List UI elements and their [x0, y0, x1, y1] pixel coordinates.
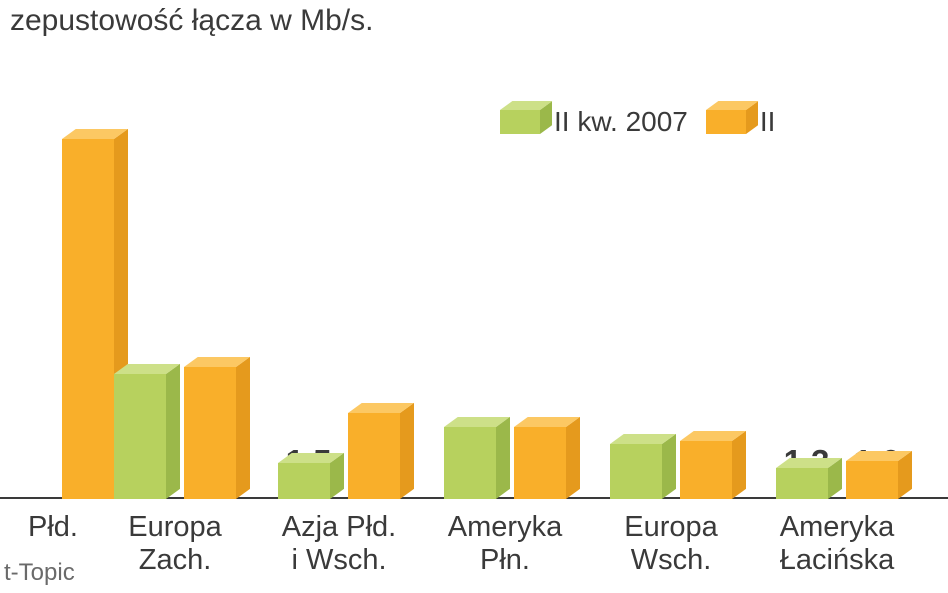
category-label: EuropaWsch. — [624, 511, 718, 578]
legend-label: II kw. 2007 — [554, 106, 688, 138]
bar-cube — [776, 468, 828, 499]
bar-cube — [184, 367, 236, 499]
bar-cube — [444, 427, 496, 499]
chart-area: 15Płd.5,25,5EuropaZach.1,53,6Azja Płd.i … — [0, 498, 948, 499]
category-label: AmerykaŁacińska — [780, 511, 894, 578]
bar-cube — [348, 413, 400, 499]
category-label: AmerykaPłn. — [448, 511, 562, 578]
legend-label: II — [760, 106, 776, 138]
category-label: EuropaZach. — [128, 511, 222, 578]
footer-text: t-Topic — [4, 559, 75, 587]
bar-cube — [278, 463, 330, 499]
category-label: Azja Płd.i Wsch. — [282, 511, 396, 578]
bar-cube — [114, 374, 166, 499]
bar-cube — [514, 427, 566, 499]
legend-swatch — [706, 110, 746, 134]
chart-title: zepustowość łącza w Mb/s. — [10, 4, 373, 38]
bar-cube — [62, 139, 114, 499]
bar-cube — [680, 441, 732, 499]
bar-cube — [846, 461, 898, 499]
category-label: Płd. — [28, 511, 78, 544]
legend-item: II — [706, 106, 776, 138]
bar-cube — [610, 444, 662, 499]
legend-item: II kw. 2007 — [500, 106, 688, 138]
legend: II kw. 2007 II — [500, 106, 775, 138]
legend-swatch — [500, 110, 540, 134]
